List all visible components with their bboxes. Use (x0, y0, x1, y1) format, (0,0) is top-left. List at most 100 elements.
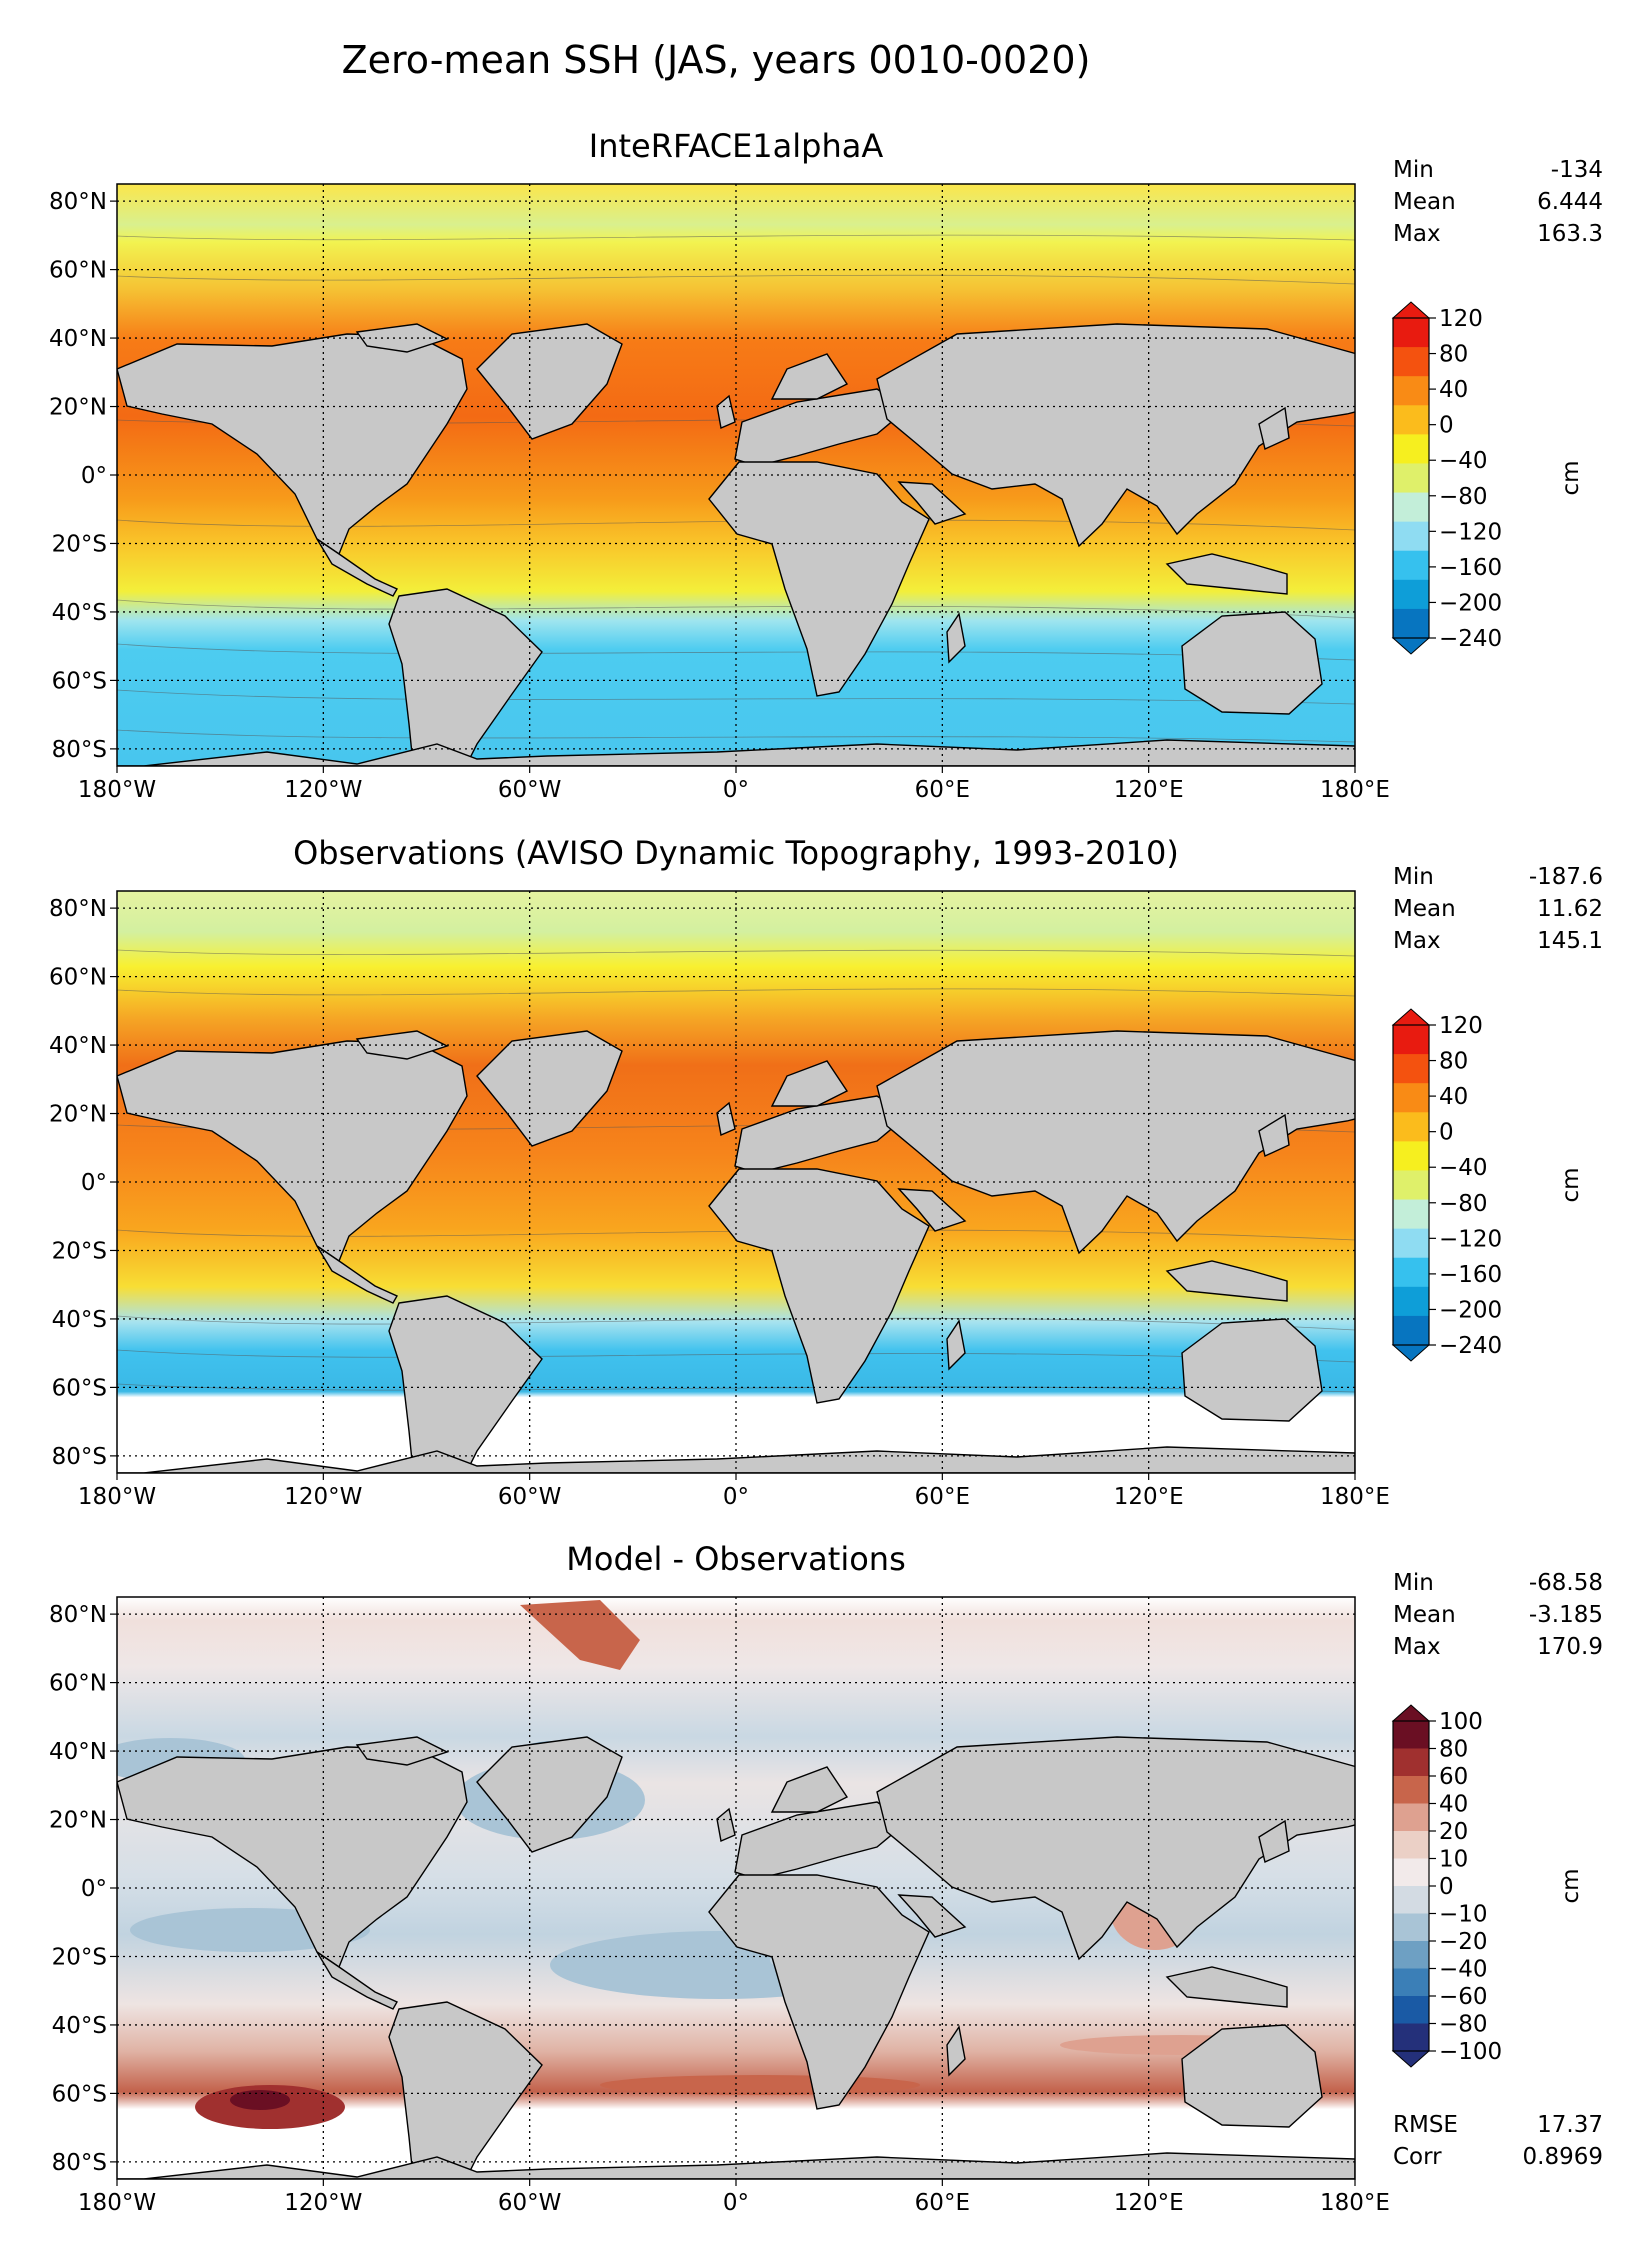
stat-value-max: 170.9 (1537, 1634, 1603, 1660)
stat-label-min: Min (1393, 864, 1434, 890)
colorbar-unit-label: cm (1558, 1868, 1584, 1903)
colorbar-tick-label: 40 (1439, 377, 1468, 403)
lon-tick-label: 120°E (1114, 777, 1184, 803)
colorbar-tick-label: −80 (1439, 484, 1488, 510)
colorbar-swatch (1393, 608, 1429, 639)
colorbar-extend-max (1391, 1008, 1431, 1026)
colorbar-tick-label: −80 (1439, 2012, 1488, 2038)
panel-title: Observations (AVISO Dynamic Topography, … (293, 834, 1179, 872)
colorbar-swatch (1393, 1913, 1429, 1942)
colorbar-tick-label: 120 (1439, 306, 1483, 332)
colorbar-swatch (1393, 550, 1429, 581)
colorbar-swatch (1393, 405, 1429, 435)
colorbar-tick-label: 0 (1439, 413, 1454, 439)
figure-title: Zero-mean SSH (JAS, years 0010-0020) (342, 38, 1091, 82)
difference-blob (600, 2075, 920, 2095)
lon-tick-label: 180°E (1320, 2190, 1390, 2216)
colorbar-swatch (1393, 1170, 1429, 1201)
colorbar-swatch (1393, 1996, 1429, 2024)
colorbar: 120 80 40 0 −40 −80 −120 −160 −200 −240 cm (1391, 1008, 1584, 1362)
lat-tick-label: 40°S (52, 600, 107, 626)
colorbar-swatch (1393, 1286, 1429, 1317)
stat-value-min: -68.58 (1529, 1570, 1603, 1596)
lon-tick-label: 0° (723, 2190, 749, 2216)
stat-value-max: 163.3 (1537, 221, 1603, 247)
stat-label-mean: Mean (1393, 1602, 1456, 1628)
lon-tick-label: 120°W (284, 1484, 362, 1510)
lat-tick-label: 40°S (52, 1307, 107, 1333)
lat-tick-label: 80°S (52, 1444, 107, 1470)
stat-value-mean: 6.444 (1537, 189, 1603, 215)
lon-tick-label: 60°E (915, 777, 970, 803)
colorbar-tick-label: −100 (1439, 2039, 1502, 2065)
colorbar-swatch (1393, 434, 1429, 464)
lat-tick-label: 80°N (49, 189, 107, 215)
colorbar-swatch (1393, 1831, 1429, 1859)
colorbar-tick-label: −40 (1439, 1155, 1488, 1181)
colorbar-extend-min (1391, 1344, 1431, 1362)
colorbar-tick-label: −160 (1439, 555, 1502, 581)
colorbar-swatch (1393, 1776, 1429, 1804)
lat-tick-labels: 80°N 60°N 40°N 20°N 0° 20°S 40°S 60°S 80°S (49, 189, 117, 763)
metric-value-rmse: 17.37 (1537, 2112, 1603, 2138)
lat-tick-label: 20°S (52, 1238, 107, 1264)
lat-tick-label: 0° (81, 1170, 107, 1196)
gridlines (117, 1597, 1355, 2179)
colorbar-tick-label: 60 (1439, 1764, 1468, 1790)
lat-tick-label: 20°S (52, 1944, 107, 1970)
colorbar-extend-max (1391, 301, 1431, 319)
colorbar-tick-label: −20 (1439, 1929, 1488, 1955)
stats-box: Min -134 Mean 6.444 Max 163.3 (1393, 157, 1603, 247)
lon-tick-label: 60°W (498, 777, 562, 803)
colorbar-unit-label: cm (1558, 1167, 1584, 1202)
lon-tick-label: 0° (723, 1484, 749, 1510)
lon-tick-label: 180°W (78, 1484, 156, 1510)
colorbar-swatch (1393, 1257, 1429, 1288)
colorbar-extend-max (1391, 1704, 1431, 1722)
colorbar-swatch (1393, 1858, 1429, 1887)
stat-label-min: Min (1393, 157, 1434, 183)
colorbar-swatch (1393, 1199, 1429, 1230)
lat-tick-label: 60°S (52, 668, 107, 694)
colorbar-tick-label: 100 (1439, 1709, 1483, 1735)
colorbar-swatch (1393, 318, 1429, 348)
stats-box: Min -68.58 Mean -3.185 Max 170.9 (1393, 1570, 1603, 1660)
colorbar-swatch (1393, 1886, 1429, 1914)
difference-blob (520, 1600, 640, 1670)
lat-tick-label: 20°N (49, 1102, 107, 1128)
lat-tick-label: 40°S (52, 2013, 107, 2039)
colorbar-extend-min (1391, 2050, 1431, 2068)
colorbar-swatch (1393, 492, 1429, 523)
colorbar-swatch (1393, 1054, 1429, 1084)
colorbar-swatch (1393, 1941, 1429, 1969)
colorbar-tick-label: −60 (1439, 1984, 1488, 2010)
colorbar-tick-label: −10 (1439, 1902, 1488, 1928)
lon-tick-label: 180°W (78, 777, 156, 803)
lat-tick-label: 80°N (49, 896, 107, 922)
colorbar-tick-label: 120 (1439, 1013, 1483, 1039)
panel-title: Model - Observations (566, 1540, 906, 1578)
stat-label-mean: Mean (1393, 189, 1456, 215)
colorbar-swatch (1393, 1141, 1429, 1171)
colorbar-tick-label: −80 (1439, 1191, 1488, 1217)
colorbar-tick-label: −200 (1439, 1297, 1502, 1323)
stat-value-max: 145.1 (1537, 928, 1603, 954)
contour-line (117, 949, 1355, 1393)
stat-label-max: Max (1393, 1634, 1441, 1660)
colorbar-swatch (1393, 347, 1429, 377)
colorbar-tick-label: 80 (1439, 1049, 1468, 1075)
metric-value-corr: 0.8969 (1523, 2144, 1603, 2170)
lat-tick-label: 20°N (49, 1808, 107, 1834)
lon-tick-labels: 180°W 120°W 60°W 0° 60°E 120°E 180°E (78, 2179, 1390, 2216)
panel-model: InteRFACE1alphaA Min -134 Mean 6.444 Max… (49, 127, 1603, 803)
colorbar-tick-label: 40 (1439, 1084, 1468, 1110)
colorbar-unit-label: cm (1558, 460, 1584, 495)
panel-difference: Model - Observations Min -68.58 Mean -3.… (49, 1540, 1603, 2216)
lat-tick-label: 40°N (49, 1739, 107, 1765)
lat-tick-label: 80°N (49, 1602, 107, 1628)
lon-tick-label: 120°W (284, 777, 362, 803)
colorbar-swatch (1393, 463, 1429, 494)
colorbar: 120 80 40 0 −40 −80 −120 −160 −200 −240 cm (1391, 301, 1584, 655)
colorbar-tick-label: −120 (1439, 519, 1502, 545)
